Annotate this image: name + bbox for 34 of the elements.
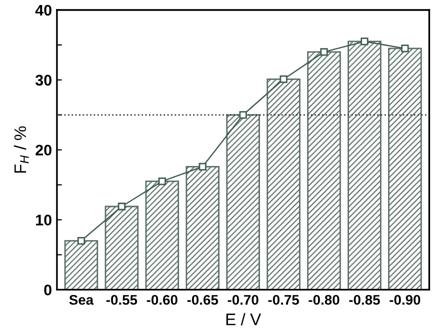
y-tick-label: 10 bbox=[36, 214, 52, 226]
x-tick-label: -0.90 bbox=[390, 294, 420, 305]
y-tick-label: 0 bbox=[44, 284, 52, 296]
bar bbox=[104, 206, 139, 290]
bar bbox=[307, 51, 341, 290]
x-tick-label: -0.70 bbox=[228, 294, 258, 305]
x-tick-label: -0.65 bbox=[187, 294, 218, 305]
bar bbox=[348, 40, 382, 290]
point bbox=[401, 44, 409, 52]
bar bbox=[266, 78, 300, 290]
y-tick-label: 40 bbox=[35, 4, 52, 16]
point bbox=[198, 162, 206, 170]
point bbox=[77, 236, 86, 245]
x-tick-label: -0.60 bbox=[146, 294, 178, 305]
point bbox=[158, 178, 166, 186]
x-axis-title: E / V bbox=[226, 313, 262, 326]
bar bbox=[226, 114, 260, 290]
point bbox=[118, 202, 126, 210]
y-tick-label: 30 bbox=[35, 74, 52, 86]
x-tick-label: Sea bbox=[69, 294, 94, 305]
point bbox=[239, 111, 247, 119]
bar bbox=[186, 166, 220, 290]
y-axis-title: F$_{H}$ / % bbox=[14, 126, 29, 173]
y-tick-label: 20 bbox=[36, 144, 52, 156]
bar bbox=[145, 180, 180, 290]
bar bbox=[388, 48, 422, 290]
point bbox=[320, 48, 328, 56]
point bbox=[280, 75, 288, 84]
point bbox=[360, 38, 368, 46]
x-tick-label: -0.55 bbox=[106, 294, 138, 305]
x-tick-label: -0.75 bbox=[268, 294, 299, 305]
x-tick-label: -0.80 bbox=[308, 294, 340, 305]
bar bbox=[64, 240, 98, 290]
x-tick-label: -0.85 bbox=[349, 294, 380, 305]
